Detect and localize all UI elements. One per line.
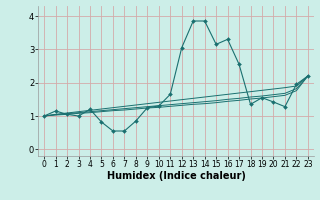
X-axis label: Humidex (Indice chaleur): Humidex (Indice chaleur) (107, 171, 245, 181)
